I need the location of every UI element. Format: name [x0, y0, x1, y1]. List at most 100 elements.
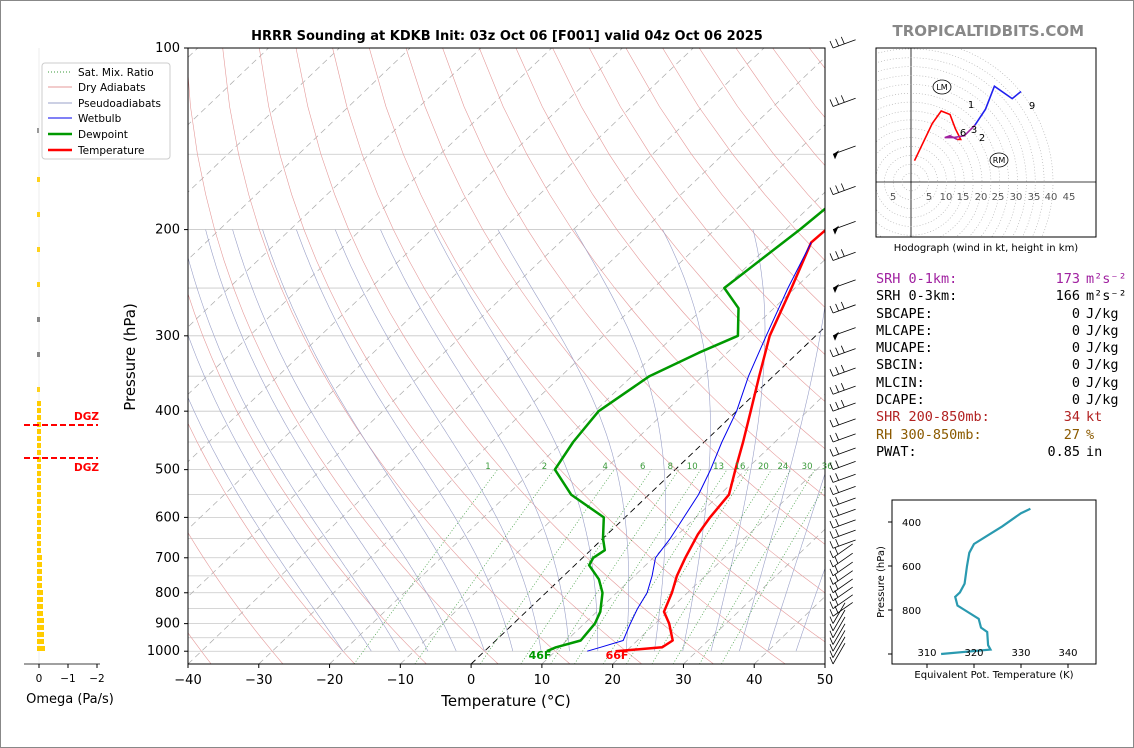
barb-staff	[832, 529, 856, 539]
p-tick-label-900: 900	[155, 617, 180, 632]
theta-e-ylabel: Pressure (hPa)	[876, 546, 887, 618]
barb-feather	[829, 99, 834, 107]
t-tick-label-9: 50	[817, 673, 834, 688]
surface-dewpoint-label: 46F	[529, 649, 552, 662]
barb-feather	[829, 616, 834, 624]
theta-e-tick-320: 320	[964, 648, 983, 659]
isotherm--110	[188, 48, 340, 193]
isotherm--50	[188, 48, 765, 598]
mixing-ratio-label-6: 6	[640, 462, 645, 472]
isotherm--60	[188, 48, 694, 530]
barb-feather	[835, 485, 839, 493]
omega-bar	[37, 639, 44, 644]
wind-barb	[829, 249, 856, 261]
wind-barb	[829, 630, 846, 652]
barb-feather	[840, 183, 845, 191]
barb-feather	[829, 531, 834, 539]
dry-adiabat-60	[405, 48, 825, 594]
hodo-ring-80	[956, 48, 1054, 237]
barb-feather	[829, 637, 834, 645]
pseudoadiabat-28	[662, 229, 711, 652]
barb-feather	[835, 97, 839, 105]
mixing-ratio-line-20	[651, 469, 772, 664]
barb-feather	[840, 95, 845, 103]
barb-feather	[829, 577, 834, 585]
barb-feather	[840, 249, 845, 257]
barb-flag	[833, 150, 839, 160]
stat-unit: J/kg	[1086, 305, 1119, 322]
hodo-segment-2	[974, 84, 1022, 126]
wetbulb-line	[587, 242, 812, 652]
omega-bar	[37, 128, 39, 133]
hodo-ring-70	[876, 57, 1036, 237]
mixing-ratio-line-36	[721, 485, 825, 664]
wind-barb	[829, 594, 853, 609]
barb-feather	[829, 593, 834, 601]
omega-tick-2: −2	[89, 673, 104, 685]
barb-staff	[832, 578, 853, 594]
barb-feather	[840, 345, 845, 353]
barb-feather	[834, 565, 839, 573]
barb-feather	[829, 305, 834, 314]
barb-feather	[835, 185, 839, 193]
hodo-ring-label-2: 10	[940, 192, 953, 203]
surface-temp-label: 66F	[606, 649, 629, 662]
wind-barb	[829, 432, 856, 443]
theta-e-panel	[888, 507, 1069, 668]
stat-value: 34	[1063, 409, 1080, 426]
stat-label: SRH 0-3km:	[876, 288, 958, 305]
stat-label: MLCIN:	[876, 374, 925, 391]
stat-row: MLCIN: 0 J/kg	[876, 375, 1127, 392]
wind-barb	[829, 446, 856, 457]
omega-xlabel: Omega (Pa/s)	[26, 692, 114, 707]
omega-bar	[37, 625, 44, 630]
hodo-ring-label-9: 45	[1063, 192, 1076, 203]
x-axis-label: Temperature (°C)	[440, 692, 570, 710]
barb-feather	[835, 347, 839, 355]
t-tick-label-3: −10	[387, 673, 414, 688]
barb-feather	[835, 366, 839, 375]
barb-staff	[832, 609, 846, 631]
omega-bar	[37, 450, 41, 455]
mixing-ratio-label-36: 36	[822, 462, 833, 472]
stat-row: SBCAPE: 0 J/kg	[876, 306, 1127, 323]
stat-label: SBCIN:	[876, 357, 925, 374]
dry-adiabat-70	[442, 48, 825, 545]
barb-feather	[829, 601, 834, 609]
pseudoadiabat--12	[188, 256, 400, 652]
barb-feather	[840, 399, 845, 408]
t-tick-label-8: 40	[746, 673, 763, 688]
stat-row: SBCIN: 0 J/kg	[876, 357, 1127, 374]
omega-bar	[37, 415, 41, 420]
omega-bar	[37, 506, 41, 511]
stat-value: 0	[1071, 305, 1080, 322]
mixing-ratio-label-16: 16	[735, 462, 746, 472]
dry-adiabat-110	[589, 48, 825, 355]
stat-label: MLCAPE:	[876, 322, 933, 339]
wind-barb	[829, 36, 856, 49]
wind-barb	[829, 578, 853, 594]
omega-bar	[37, 485, 41, 490]
barb-feather	[835, 417, 839, 426]
barb-staff	[832, 561, 853, 577]
dry-adiabat-30	[295, 48, 714, 664]
barb-feather	[835, 473, 839, 481]
barb-staff	[832, 602, 846, 624]
hodo-segment-1	[944, 124, 976, 141]
barb-feather	[829, 499, 834, 507]
legend-box	[41, 62, 171, 160]
pseudoadiabat-32	[710, 229, 766, 652]
barb-staff	[832, 636, 846, 658]
omega-bar	[37, 618, 44, 623]
stat-row: SRH 0-1km: 173 m²s⁻²	[876, 271, 1127, 288]
barb-staff	[832, 586, 853, 602]
barb-feather	[840, 36, 845, 45]
isotherm--40	[188, 56, 825, 664]
barb-feather	[829, 462, 834, 470]
p-tick-label-200: 200	[155, 223, 180, 238]
hodo-ring-label-5: 25	[992, 192, 1005, 203]
mixing-ratio-label-10: 10	[687, 462, 698, 472]
barb-feather	[840, 301, 845, 310]
barb-staff	[832, 643, 846, 665]
isotherm--30	[258, 124, 825, 664]
